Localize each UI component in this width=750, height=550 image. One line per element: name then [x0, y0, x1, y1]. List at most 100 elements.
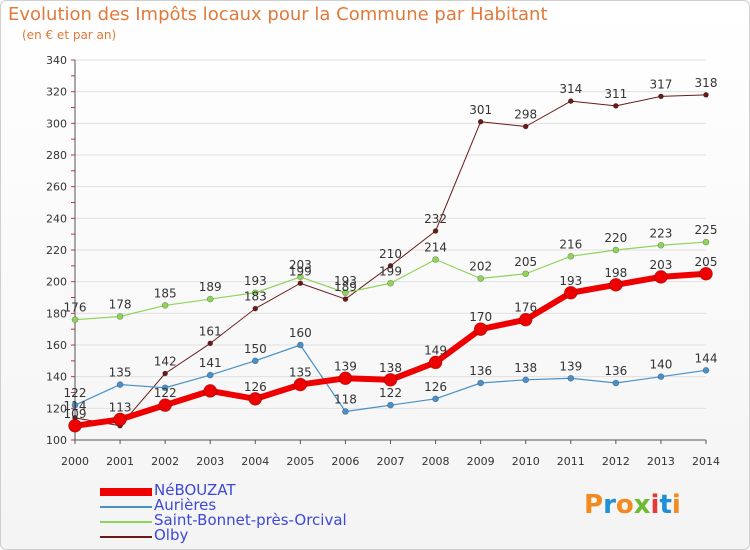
data-point [522, 123, 529, 130]
data-point [248, 392, 263, 406]
y-tick-label: 180 [46, 307, 67, 320]
y-tick-label: 300 [46, 117, 67, 130]
data-label: 144 [695, 351, 718, 365]
data-point [293, 377, 308, 392]
legend-swatch-nebouzat [100, 488, 152, 496]
data-point [477, 275, 484, 282]
data-label: 193 [244, 274, 267, 288]
data-point [563, 285, 578, 300]
data-label: 314 [559, 82, 582, 96]
logo-letter: P [584, 490, 604, 520]
data-label: 178 [109, 298, 132, 312]
x-tick-label: 2001 [106, 455, 134, 468]
data-point [338, 371, 353, 386]
data-point [432, 395, 439, 403]
data-label: 189 [199, 280, 222, 294]
x-tick-label: 2006 [331, 455, 359, 468]
data-label: 138 [379, 361, 402, 375]
data-label: 225 [695, 223, 718, 237]
logo-letter: r [603, 490, 616, 520]
data-point [613, 103, 619, 109]
legend-label-nebouzat: NéBOUZAT [154, 481, 236, 499]
data-label: 161 [199, 324, 222, 338]
data-label: 203 [289, 258, 312, 272]
data-label: 176 [514, 301, 537, 315]
data-point [473, 322, 488, 336]
data-point [113, 412, 127, 427]
y-tick-label: 320 [46, 86, 67, 99]
data-point [206, 371, 214, 379]
data-point [432, 256, 439, 263]
data-label: 220 [604, 231, 627, 245]
data-point [71, 401, 79, 409]
data-point [658, 93, 664, 100]
y-tick-label: 200 [46, 276, 67, 289]
data-point [522, 376, 530, 384]
data-point [342, 408, 349, 415]
data-point [116, 381, 124, 388]
data-point [71, 316, 79, 323]
y-tick-label: 240 [46, 212, 67, 225]
data-point [383, 373, 398, 387]
x-tick-label: 2004 [241, 455, 269, 468]
data-point [609, 278, 623, 292]
y-tick-label: 340 [46, 54, 67, 67]
data-label: 183 [244, 290, 267, 304]
data-label: 135 [109, 366, 132, 380]
legend-swatch-olby [100, 536, 152, 538]
logo-letter: x [633, 490, 651, 520]
data-label: 126 [244, 380, 267, 394]
data-point [657, 373, 665, 380]
data-point [161, 302, 169, 309]
x-tick-label: 2005 [286, 455, 314, 468]
data-point [252, 305, 259, 312]
data-point [251, 357, 259, 365]
data-label: 170 [469, 310, 492, 324]
x-tick-label: 2003 [196, 455, 224, 468]
x-tick-label: 2009 [467, 455, 495, 468]
data-label: 141 [199, 356, 222, 370]
x-tick-label: 2013 [647, 455, 675, 468]
data-label: 139 [334, 359, 357, 373]
data-label: 139 [559, 359, 582, 373]
data-point [702, 367, 710, 374]
data-point [703, 92, 709, 98]
data-label: 136 [469, 364, 492, 378]
data-point [68, 418, 82, 433]
data-label: 311 [604, 87, 627, 101]
data-label: 216 [559, 237, 582, 251]
data-label: 301 [469, 103, 492, 117]
data-label: 126 [424, 380, 447, 394]
data-point [297, 273, 304, 281]
data-point [702, 238, 710, 246]
data-point [116, 313, 124, 320]
data-point [162, 370, 168, 377]
data-label: 142 [154, 355, 177, 369]
data-point [342, 296, 349, 302]
data-label: 118 [334, 393, 357, 407]
data-label: 135 [289, 366, 312, 380]
proxiti-logo: Proxiti [584, 490, 681, 520]
data-point [342, 289, 349, 297]
chart-subtitle: (en € et par an) [22, 28, 117, 42]
chart-title: Evolution des Impôts locaux pour la Comm… [8, 4, 548, 25]
data-label: 193 [334, 274, 357, 288]
data-label: 223 [649, 226, 672, 240]
data-label: 114 [64, 399, 87, 413]
data-label: 199 [379, 264, 402, 278]
y-tick-label: 100 [46, 434, 67, 447]
y-tick-label: 220 [46, 244, 67, 257]
data-label: 203 [649, 258, 672, 272]
data-label: 318 [695, 76, 718, 90]
data-label: 205 [695, 255, 718, 269]
data-label: 185 [154, 286, 177, 300]
x-tick-label: 2012 [602, 455, 630, 468]
data-point [206, 295, 214, 303]
data-point [657, 241, 665, 249]
data-point [203, 384, 218, 398]
y-tick-label: 280 [46, 149, 67, 162]
data-point [612, 246, 620, 254]
data-point [297, 280, 304, 287]
logo-letter: i [671, 490, 681, 520]
data-label: 140 [649, 358, 672, 372]
